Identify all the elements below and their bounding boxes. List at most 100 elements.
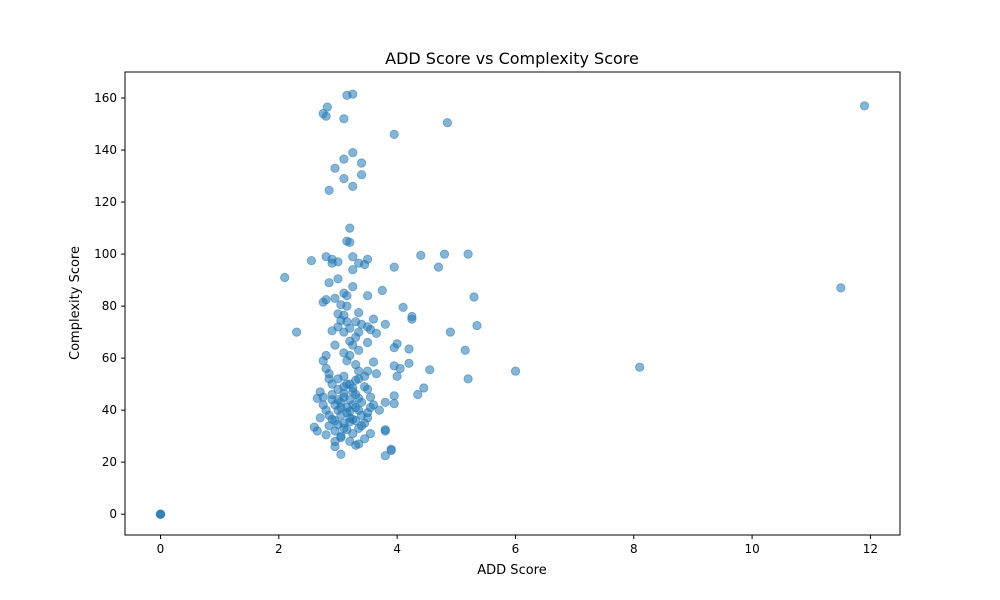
data-point [327, 326, 337, 336]
data-point [339, 371, 349, 381]
data-point [359, 259, 370, 270]
data-point [330, 293, 340, 303]
data-point [359, 371, 370, 381]
data-point [321, 111, 331, 121]
data-point [392, 371, 402, 381]
data-point [442, 118, 452, 128]
data-point [336, 432, 346, 443]
data-point [389, 262, 399, 272]
data-point [407, 314, 417, 324]
data-point [460, 345, 470, 355]
data-point [635, 362, 645, 372]
data-point [327, 414, 337, 424]
data-point [356, 170, 367, 180]
data-point [342, 301, 352, 311]
plot-frame [124, 71, 901, 536]
data-point [425, 365, 435, 375]
y-tick-label: 140 [94, 143, 117, 157]
data-point [342, 356, 352, 366]
data-point [510, 366, 521, 376]
data-point [318, 356, 328, 366]
x-axis-label: ADD Score [477, 563, 546, 578]
data-point [365, 392, 376, 402]
x-tick-label: 6 [512, 542, 520, 556]
data-point [339, 174, 349, 184]
data-point [371, 328, 381, 338]
data-point [354, 307, 364, 318]
data-point [327, 395, 337, 405]
data-point [348, 252, 358, 262]
x-tick-label: 2 [275, 542, 283, 556]
y-tick-label: 100 [94, 247, 117, 261]
data-point [348, 383, 358, 393]
y-tick-label: 0 [109, 507, 117, 521]
data-point [345, 223, 355, 233]
y-axis-label: Complexity Score [68, 246, 83, 360]
data-point [389, 391, 399, 401]
data-point [362, 291, 373, 301]
data-point [354, 393, 364, 403]
y-tick-label: 120 [94, 195, 117, 209]
data-point [362, 413, 373, 423]
data-point [155, 509, 166, 519]
data-point [348, 181, 358, 191]
data-point [368, 400, 379, 410]
data-point [348, 265, 358, 275]
data-point [330, 163, 340, 173]
data-point [439, 249, 450, 259]
data-point [348, 340, 358, 350]
data-point [306, 255, 316, 266]
data-point [380, 451, 390, 461]
data-point [339, 154, 349, 164]
data-point [348, 148, 358, 158]
data-point [351, 440, 361, 450]
data-point [324, 185, 334, 195]
data-point [404, 344, 414, 354]
data-point [312, 426, 322, 436]
data-point [336, 402, 346, 413]
chart-title: ADD Score vs Complexity Score [385, 49, 639, 68]
data-point [374, 405, 384, 415]
x-tick-label: 4 [393, 542, 401, 556]
y-tick-label: 80 [102, 299, 117, 313]
data-point [321, 430, 331, 440]
data-point [368, 357, 379, 367]
data-point [345, 417, 355, 427]
data-point [395, 363, 405, 374]
data-point [356, 421, 367, 431]
data-point [312, 393, 322, 403]
y-tick-label: 60 [102, 351, 117, 365]
data-point [291, 327, 302, 337]
data-point [365, 428, 376, 439]
data-point [345, 237, 355, 247]
data-point [377, 285, 387, 296]
data-point [836, 283, 846, 293]
data-point [433, 262, 444, 272]
data-point [380, 426, 390, 436]
data-point [445, 327, 455, 337]
data-point [327, 379, 337, 389]
data-point [362, 384, 373, 394]
data-point [419, 383, 429, 393]
y-tick-label: 20 [102, 455, 117, 469]
data-point [859, 101, 870, 111]
data-point [389, 129, 399, 139]
data-point [348, 281, 358, 292]
data-point [348, 89, 358, 99]
y-axis: 0 20 40 60 80 100 120 140 160 [94, 91, 125, 521]
x-tick-label: 0 [157, 542, 165, 556]
data-point [330, 340, 340, 350]
data-point [416, 250, 426, 260]
data-point [339, 388, 349, 398]
data-point [354, 345, 364, 355]
data-point [469, 292, 479, 302]
data-point [389, 343, 399, 353]
data-point [324, 278, 334, 288]
points-layer [155, 89, 870, 519]
data-point [342, 408, 352, 418]
data-point [339, 327, 349, 337]
data-point [386, 445, 396, 456]
data-point [330, 441, 340, 452]
data-point [315, 413, 325, 423]
